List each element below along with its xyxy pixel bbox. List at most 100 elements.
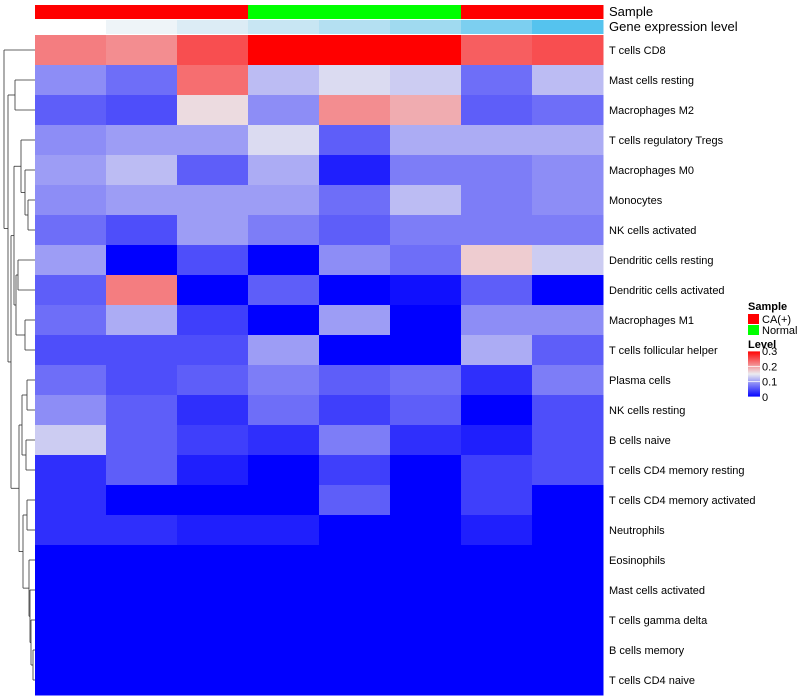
heatmap-cell bbox=[390, 125, 462, 156]
sample-annotation-cell bbox=[532, 5, 604, 19]
heatmap-cell bbox=[106, 35, 178, 66]
heatmap-cell bbox=[106, 395, 178, 426]
heatmap-cell bbox=[35, 125, 107, 156]
heatmap-cell bbox=[35, 275, 107, 306]
heatmap-cell bbox=[461, 365, 533, 396]
heatmap-cell bbox=[319, 635, 391, 666]
heatmap-cell bbox=[532, 215, 604, 246]
heatmap-cell bbox=[248, 455, 320, 486]
gene-expression-level-annotation-cell bbox=[248, 20, 320, 34]
heatmap-cell bbox=[532, 335, 604, 366]
heatmap-cell bbox=[248, 305, 320, 336]
heatmap-cell bbox=[390, 95, 462, 126]
heatmap-cell bbox=[461, 575, 533, 606]
heatmap-cell bbox=[248, 665, 320, 696]
heatmap-cell bbox=[106, 185, 178, 216]
heatmap-cell bbox=[532, 185, 604, 216]
heatmap-cell bbox=[177, 515, 249, 546]
row-label-dendritic-cells-activated: Dendritic cells activated bbox=[609, 285, 725, 297]
heatmap-cell bbox=[319, 335, 391, 366]
level-colorbar bbox=[748, 351, 760, 397]
heatmap-cell bbox=[35, 665, 107, 696]
heatmap-cell bbox=[248, 545, 320, 576]
heatmap-cell bbox=[106, 335, 178, 366]
heatmap-cell bbox=[106, 275, 178, 306]
heatmap-cell bbox=[532, 425, 604, 456]
gene-expression-level-annotation-cell bbox=[177, 20, 249, 34]
heatmap-cell bbox=[248, 65, 320, 96]
heatmap-cell bbox=[532, 125, 604, 156]
heatmap-cell bbox=[390, 65, 462, 96]
heatmap-cell bbox=[390, 335, 462, 366]
heatmap-cell bbox=[461, 185, 533, 216]
heatmap-cell bbox=[532, 575, 604, 606]
heatmap-cell bbox=[390, 185, 462, 216]
heatmap-cell bbox=[319, 455, 391, 486]
row-label-mast-cells-resting: Mast cells resting bbox=[609, 75, 694, 87]
heatmap-cell bbox=[106, 215, 178, 246]
heatmap-cell bbox=[248, 275, 320, 306]
row-labels: T cells CD8 Mast cells resting Macrophages… bbox=[609, 45, 756, 687]
heatmap-cell bbox=[248, 425, 320, 456]
heatmap-cell bbox=[177, 215, 249, 246]
row-label-b-cells-naive: B cells naive bbox=[609, 435, 671, 447]
heatmap-cell bbox=[390, 575, 462, 606]
row-dendrogram bbox=[3, 49, 35, 681]
heatmap-cell bbox=[106, 155, 178, 186]
colorbar-tick-label: 0.3 bbox=[762, 346, 777, 358]
heatmap-cell bbox=[461, 635, 533, 666]
row-label-t-cells-follicular-helper: T cells follicular helper bbox=[609, 345, 718, 357]
heatmap-cell bbox=[177, 605, 249, 636]
heatmap-cell bbox=[390, 275, 462, 306]
gene-expression-level-annotation-cell bbox=[390, 20, 462, 34]
heatmap-cell bbox=[177, 305, 249, 336]
heatmap-cell bbox=[106, 305, 178, 336]
heatmap-cell bbox=[177, 245, 249, 276]
heatmap-cell bbox=[461, 335, 533, 366]
heatmap-cell bbox=[35, 635, 107, 666]
heatmap-cell bbox=[319, 395, 391, 426]
heatmap-cell bbox=[390, 485, 462, 516]
heatmap-cell bbox=[319, 65, 391, 96]
row-label-plasma-cells: Plasma cells bbox=[609, 375, 671, 387]
heatmap-cell bbox=[248, 635, 320, 666]
row-label-nk-cells-resting: NK cells resting bbox=[609, 405, 685, 417]
heatmap-cell bbox=[319, 125, 391, 156]
heatmap-cell bbox=[248, 575, 320, 606]
heatmap-cell bbox=[248, 185, 320, 216]
heatmap-cell bbox=[532, 35, 604, 66]
heatmap-cell bbox=[319, 275, 391, 306]
heatmap-cell bbox=[177, 545, 249, 576]
heatmap-cells bbox=[35, 35, 604, 696]
heatmap-cell bbox=[177, 185, 249, 216]
heatmap-cell bbox=[532, 275, 604, 306]
heatmap-cell bbox=[390, 545, 462, 576]
heatmap-cell bbox=[390, 665, 462, 696]
level-legend-title: Level bbox=[748, 339, 776, 351]
sample-annotation-cell bbox=[248, 5, 320, 19]
heatmap-cell bbox=[35, 395, 107, 426]
heatmap-cell bbox=[532, 95, 604, 126]
heatmap-cell bbox=[319, 605, 391, 636]
row-label-monocytes: Monocytes bbox=[609, 195, 663, 207]
heatmap-cell bbox=[106, 515, 178, 546]
heatmap-cell bbox=[532, 395, 604, 426]
gene-expression-level-annotation-cell bbox=[319, 20, 391, 34]
heatmap-cell bbox=[461, 545, 533, 576]
sample-annotation-cell bbox=[461, 5, 533, 19]
colorbar-tick-label: 0.1 bbox=[762, 377, 777, 389]
heatmap-cell bbox=[35, 425, 107, 456]
gene-expression-level-annotation-cell bbox=[35, 20, 107, 34]
heatmap-cell bbox=[390, 215, 462, 246]
heatmap-cell bbox=[177, 665, 249, 696]
heatmap-cell bbox=[319, 155, 391, 186]
row-label-nk-cells-activated: NK cells activated bbox=[609, 225, 696, 237]
gene-expression-level-annotation-cell bbox=[532, 20, 604, 34]
sample-annotation-cell bbox=[177, 5, 249, 19]
heatmap-cell bbox=[461, 65, 533, 96]
heatmap-cell bbox=[248, 605, 320, 636]
row-label-neutrophils: Neutrophils bbox=[609, 525, 665, 537]
heatmap-cell bbox=[461, 605, 533, 636]
heatmap-cell bbox=[390, 155, 462, 186]
sample-annotation-cell bbox=[390, 5, 462, 19]
